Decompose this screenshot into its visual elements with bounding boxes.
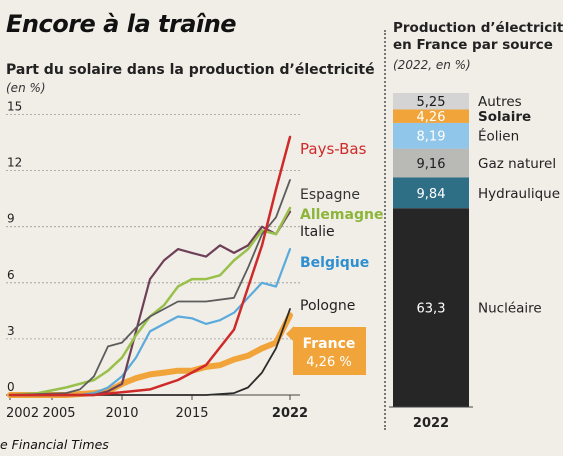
bar-legend-hydraulique: Hydraulique [478, 186, 560, 202]
line-chart-unit: (en %) [6, 81, 46, 95]
series-label-italie: Italie [300, 224, 335, 240]
stacked-bar: 63,3 Nucléaire 9,84 Hydraulique 9,16 Gaz natu… [389, 93, 560, 431]
line-chart-subtitle: Part du solaire dans la production d’éle… [6, 62, 375, 78]
bar-segment-hydraulique [393, 177, 469, 209]
series-line-espagne [9, 179, 291, 396]
y-tick-label: 6 [7, 268, 15, 282]
series-line-belgique [8, 248, 292, 397]
bar-chart-title: Production d’électricité en France par s… [393, 20, 563, 54]
france-value-label: 4,26 % [306, 355, 351, 370]
bar-legend-nucléaire: Nucléaire [478, 301, 542, 317]
france-callout-pointer [286, 326, 294, 342]
series-line-pologne [9, 308, 291, 396]
series-line-italie [8, 210, 292, 397]
bar-value-autres: 5,25 [417, 95, 446, 110]
series-label-pologne: Pologne [300, 298, 355, 314]
y-tick-label: 0 [7, 380, 15, 394]
france-callout-box [293, 327, 366, 375]
bar-segment-autres [393, 93, 469, 110]
y-tick-label: 15 [7, 100, 22, 114]
series-line-pays-bas [8, 135, 292, 397]
series-label-allemagne: Allemagne [300, 207, 383, 223]
x-tick-label: 2015 [175, 406, 208, 421]
bar-value-hydraulique: 9,84 [417, 187, 446, 202]
bar-chart-title-line1: Production d’électricité [393, 20, 563, 36]
bar-value-solaire: 4,26 [417, 110, 446, 125]
bar-segment-gaznaturel [393, 148, 469, 178]
bar-legend-solaire: Solaire [478, 109, 531, 125]
bar-value-nucléaire: 63,3 [417, 302, 446, 317]
bar-legend-gaznaturel: Gaz naturel [478, 156, 556, 172]
line-chart-series [7, 135, 293, 398]
x-tick-label: 2005 [42, 406, 75, 421]
series-label-france: France [303, 336, 356, 352]
bar-legend-éolien: Éolien [478, 128, 519, 145]
bar-x-tick-label: 2022 [413, 416, 449, 431]
series-label-pays-bas: Pays-Bas [300, 140, 367, 158]
headline: Encore à la traîne [6, 10, 237, 38]
x-tick-label: 2010 [105, 406, 138, 421]
y-tick-label: 3 [7, 324, 15, 338]
bar-segment-solaire [393, 109, 469, 123]
line-chart-x-axis: 2002 2005 2010 2015 2022 [6, 394, 308, 421]
bar-chart-title-line2: en France par source [393, 37, 553, 53]
source-credit: e Financial Times [0, 437, 109, 452]
panel-divider [384, 30, 386, 430]
x-tick-label: 2022 [272, 406, 308, 421]
bar-segment-éolien [393, 122, 469, 149]
y-tick-label: 12 [7, 156, 22, 170]
bar-legend-autres: Autres [478, 94, 522, 110]
bar-value-gaznaturel: 9,16 [417, 157, 446, 172]
bar-chart-unit: (2022, en %) [393, 58, 471, 72]
x-tick-label: 2002 [6, 406, 39, 421]
bar-value-éolien: 8,19 [417, 130, 446, 145]
series-label-espagne: Espagne [300, 187, 360, 203]
bar-segment-nucléaire [393, 208, 469, 407]
series-line-france [7, 312, 293, 398]
series-label-belgique: Belgique [300, 255, 369, 271]
series-line-allemagne [8, 206, 292, 397]
y-tick-label: 9 [7, 212, 15, 226]
